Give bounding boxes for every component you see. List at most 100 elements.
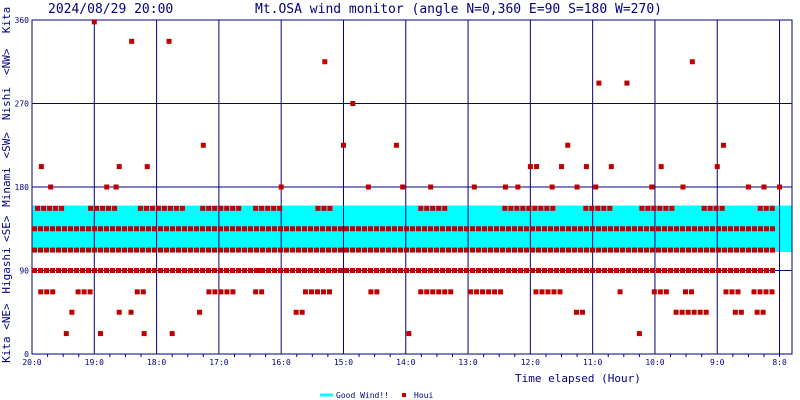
houi-point: [518, 268, 523, 273]
houi-point: [644, 247, 649, 253]
houi-point: [584, 247, 589, 253]
houi-point: [278, 247, 283, 253]
houi-point: [326, 247, 331, 253]
houi-point: [272, 268, 277, 273]
legend: Good Wind!! Houi: [320, 391, 433, 400]
plot-frame: [31, 19, 793, 355]
houi-point: [278, 268, 283, 273]
houi-point: [722, 247, 727, 253]
houi-point: [536, 268, 541, 273]
houi-point: [723, 289, 729, 295]
houi-point: [674, 226, 679, 232]
houi-point: [173, 205, 179, 211]
houi-point: [48, 184, 54, 190]
houi-point: [296, 226, 301, 232]
houi-point: [764, 247, 769, 253]
houi-point: [740, 247, 745, 253]
houi-point: [746, 226, 751, 232]
houi-point: [98, 226, 103, 232]
houi-point: [404, 226, 409, 232]
houi-point: [614, 268, 619, 273]
houi-point: [502, 205, 508, 211]
houi-point: [470, 247, 475, 253]
houi-point: [332, 226, 337, 232]
houi-point: [526, 205, 532, 211]
houi-point: [296, 247, 301, 253]
y-tick-label: 0: [24, 350, 29, 359]
houi-point: [266, 247, 271, 253]
houi-point: [596, 226, 601, 232]
houi-point: [74, 247, 79, 253]
houi-point: [176, 268, 181, 273]
houi-point: [308, 247, 313, 253]
houi-point: [416, 226, 421, 232]
houi-point: [442, 205, 448, 211]
houi-point: [476, 226, 481, 232]
houi-point: [38, 226, 43, 232]
houi-point: [218, 247, 223, 253]
houi-point: [344, 247, 349, 253]
houi-point: [764, 268, 769, 273]
houi-point: [206, 268, 211, 273]
houi-point: [698, 226, 703, 232]
houi-point: [302, 226, 307, 232]
houi-point: [236, 268, 241, 273]
houi-point: [392, 268, 397, 273]
houi-point: [176, 226, 181, 232]
houi-point: [134, 268, 139, 273]
houi-point: [332, 247, 337, 253]
houi-point: [554, 268, 559, 273]
houi-point: [578, 268, 583, 273]
houi-point: [656, 268, 661, 273]
houi-point: [314, 289, 320, 295]
houi-point: [302, 289, 308, 295]
x-tick-label: 12:0: [521, 358, 540, 367]
houi-point: [530, 247, 535, 253]
houi-point: [56, 226, 61, 232]
houi-point: [170, 268, 175, 273]
houi-point: [122, 226, 127, 232]
houi-point: [350, 226, 355, 232]
houi-point: [158, 268, 163, 273]
houi-point: [362, 268, 367, 273]
houi-point: [458, 226, 463, 232]
houi-point: [230, 226, 235, 232]
houi-point: [758, 226, 763, 232]
houi-point: [632, 247, 637, 253]
houi-point: [254, 226, 259, 232]
houi-point: [498, 289, 504, 295]
houi-point: [608, 247, 613, 253]
x-tick-label: 9:0: [710, 358, 725, 367]
houi-point: [386, 226, 391, 232]
houi-point: [350, 268, 355, 273]
houi-point: [626, 226, 631, 232]
direction-label: Higashi: [0, 247, 13, 293]
y-tick-label: 270: [15, 100, 30, 109]
houi-point: [560, 268, 565, 273]
houi-point: [707, 205, 713, 211]
houi-point: [686, 268, 691, 273]
houi-point: [155, 205, 161, 211]
houi-point: [508, 205, 514, 211]
houi-point: [98, 331, 104, 337]
houi-point: [639, 205, 645, 211]
houi-point: [418, 205, 424, 211]
houi-point: [446, 226, 451, 232]
houi-point: [62, 247, 67, 253]
houi-point: [428, 268, 433, 273]
houi-point: [668, 247, 673, 253]
houi-point: [314, 226, 319, 232]
houi-point: [560, 226, 565, 232]
houi-point: [338, 226, 343, 232]
houi-point: [430, 289, 436, 295]
houi-point: [98, 247, 103, 253]
houi-point: [182, 247, 187, 253]
houi-point: [44, 289, 50, 295]
houi-point: [212, 289, 218, 295]
houi-point: [161, 205, 167, 211]
houi-point: [32, 247, 37, 253]
houi-point: [428, 184, 434, 190]
direction-label: Kita <NE>: [0, 303, 13, 363]
direction-labels: Kita <NE> Higashi <SE> Minami <SW> Nishi <NW> K…: [0, 7, 13, 363]
